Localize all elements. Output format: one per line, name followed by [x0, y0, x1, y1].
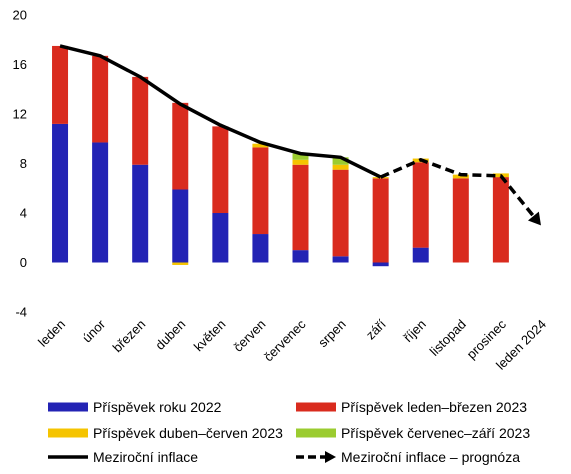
bar-segment-s1-c8: [372, 178, 389, 263]
bar-segment-s1-c6: [292, 164, 309, 251]
legend-swatch: [48, 402, 88, 412]
x-tick-label: únor: [79, 316, 108, 345]
bar-segment-s1-c3: [172, 102, 189, 190]
legend-label: Příspěvek duben–červen 2023: [93, 425, 283, 441]
bar-segment-s1-c5: [252, 147, 269, 235]
x-tick-label: říjen: [400, 317, 428, 345]
x-tick-label: květen: [191, 317, 229, 355]
x-tick-label: duben: [152, 317, 188, 353]
bar-segment-s0-c5: [252, 234, 269, 263]
x-tick-label: červenec: [261, 316, 309, 364]
inflation-line: [59, 44, 382, 179]
y-tick-label: 4: [20, 206, 27, 221]
bar-segment-s3-c7: [332, 157, 349, 165]
bar-segment-s1-c7: [332, 169, 349, 257]
bar-segment-s2-c7: [332, 164, 349, 170]
x-tick-label: březen: [110, 317, 149, 356]
legend-swatch: [48, 428, 88, 438]
y-tick-label: 16: [13, 57, 27, 72]
bar-segment-s0-c8: [372, 262, 389, 267]
bar-segment-s2-c5: [252, 143, 269, 148]
bar-segment-s1-c1: [92, 55, 109, 143]
legend-label: Příspěvek roku 2022: [93, 399, 222, 415]
bar-segment-s0-c0: [52, 123, 69, 263]
bar-segment-s1-c2: [132, 76, 149, 165]
bar-segment-s3-c6: [292, 153, 309, 160]
legend-forecast-arrowhead: [325, 451, 336, 463]
legend-label: Příspěvek leden–březen 2023: [341, 399, 527, 415]
bar-segment-s0-c3: [172, 189, 189, 263]
bar-segment-s1-c10: [452, 178, 469, 263]
y-axis: 20 16 12 8 4 0 -4: [13, 8, 27, 320]
legend: Příspěvek roku 2022 Příspěvek leden–březe…: [48, 399, 530, 465]
x-tick-label: srpen: [315, 317, 349, 351]
x-tick-label: červen: [230, 317, 268, 355]
forecast-arrowhead: [527, 211, 541, 226]
y-tick-label: -4: [15, 305, 27, 320]
bar-segment-s0-c9: [412, 247, 429, 263]
legend-swatch: [296, 402, 336, 412]
legend-label: Meziroční inflace: [93, 449, 198, 465]
bar-segment-s2-c8: [372, 177, 389, 179]
bar-segment-s2-c6: [292, 159, 309, 165]
x-tick-label: listopad: [427, 317, 469, 359]
y-tick-label: 20: [13, 8, 27, 23]
legend-label: Příspěvek červenec–září 2023: [341, 425, 530, 441]
legend-label: Meziroční inflace – prognóza: [341, 449, 520, 465]
lines: [59, 44, 541, 226]
x-tick-label: září: [363, 316, 389, 342]
x-axis-labels: leden únor březen duben květen červenčervenec…: [35, 316, 549, 373]
bar-segment-s0-c4: [212, 213, 229, 263]
bar-segment-s1-c4: [212, 126, 229, 214]
y-tick-label: 12: [13, 107, 27, 122]
bar-segment-s1-c0: [52, 45, 69, 124]
forecast-line: [379, 158, 537, 220]
bar-segment-s0-c2: [132, 164, 149, 263]
y-tick-label: 0: [20, 255, 27, 270]
bar-segment-s0-c6: [292, 250, 309, 263]
bar-segment-s0-c7: [332, 256, 349, 263]
bar-segment-s0-c1: [92, 142, 109, 263]
bar-segment-s2-c10: [452, 174, 469, 179]
bar-segment-s2-c3: [172, 262, 189, 265]
bars: [52, 45, 509, 267]
x-tick-label: leden: [35, 317, 68, 350]
bar-segment-s1-c9: [412, 162, 429, 248]
y-tick-label: 8: [20, 156, 27, 171]
legend-swatch: [296, 428, 336, 438]
bar-segment-s1-c11: [492, 177, 509, 263]
